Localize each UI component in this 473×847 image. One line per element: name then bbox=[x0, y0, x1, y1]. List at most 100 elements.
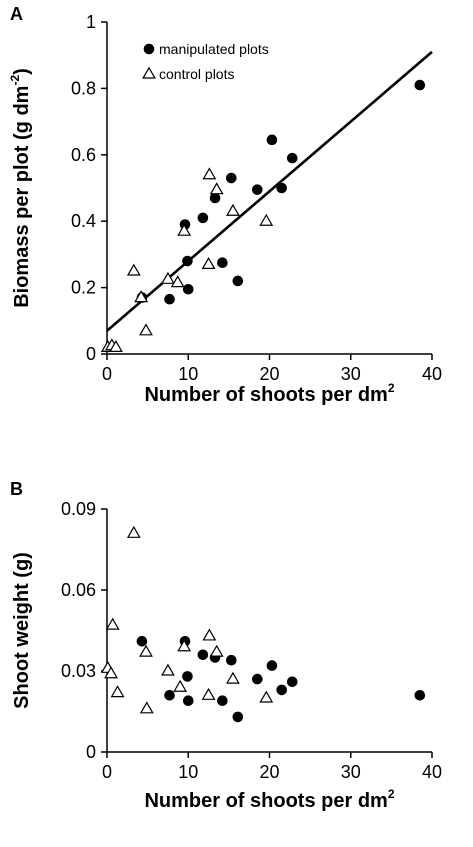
panel-a-point-control bbox=[202, 167, 217, 180]
panel-b-letter: B bbox=[10, 479, 23, 499]
panel-b-y-tick-label: 0 bbox=[86, 742, 96, 762]
panel-b-x-tick-label: 20 bbox=[259, 762, 279, 782]
panel-b-y-axis-title-main: Shoot weight (g) bbox=[11, 552, 33, 709]
panel-a-point-control bbox=[259, 213, 274, 226]
panel-a-point-manipulated bbox=[182, 255, 193, 267]
panel-a-point-manipulated bbox=[414, 79, 426, 91]
panel-a-point-manipulated bbox=[226, 172, 237, 184]
panel-a-point-control bbox=[201, 256, 216, 269]
panel-a-x-tick-label: 20 bbox=[259, 364, 279, 384]
panel-b-point-manipulated bbox=[164, 690, 175, 701]
panel-a-point-manipulated bbox=[182, 283, 194, 295]
panel-a-x-axis-title-main: Number of shoots per dm bbox=[144, 384, 387, 406]
panel-b-y-tick-label: 0.09 bbox=[61, 499, 96, 519]
panel-a-x-axis-title: Number of shoots per dm2 bbox=[144, 381, 394, 406]
panel-a-point-control bbox=[177, 223, 192, 236]
panel-b-point-manipulated bbox=[182, 671, 193, 682]
panel-b-point-control bbox=[104, 666, 118, 679]
panel-a-y-axis-title-sup: -2 bbox=[8, 75, 22, 86]
panel-b-point-control bbox=[201, 687, 216, 700]
panel-a-point-manipulated bbox=[164, 293, 175, 305]
panel-a-point-control bbox=[209, 182, 224, 195]
panel-b-point-manipulated bbox=[276, 684, 287, 696]
panel-b-point-manipulated bbox=[266, 660, 278, 671]
panel-b-y-axis-title: Shoot weight (g) bbox=[11, 552, 33, 709]
panel-a-point-control bbox=[126, 263, 141, 276]
panel-b-point-control bbox=[202, 628, 217, 641]
panel-b-point-control bbox=[161, 663, 175, 676]
panel-b-point-control bbox=[110, 685, 125, 698]
panel-a-letter: A bbox=[10, 4, 23, 24]
panel-b-point-manipulated bbox=[232, 711, 244, 723]
panel-a-point-control bbox=[134, 290, 149, 303]
panel-b-chart: B 0 0.03 0.06 0.09 0 10 20 30 40 Number of shoots … bbox=[10, 479, 442, 812]
panel-a-point-control bbox=[170, 275, 185, 288]
legend-label-control: control plots bbox=[159, 66, 234, 82]
panel-b-point-control bbox=[139, 644, 153, 657]
legend-marker-control bbox=[142, 66, 156, 79]
panel-b-point-manipulated bbox=[182, 695, 194, 706]
panel-a-point-manipulated bbox=[197, 212, 209, 224]
panel-a-point-control bbox=[109, 339, 123, 352]
panel-a-regression-line bbox=[106, 50, 433, 332]
panel-b-point-control bbox=[139, 701, 154, 714]
panel-a-point-manipulated bbox=[252, 184, 263, 195]
panel-a-y-tick-label: 0.6 bbox=[71, 145, 96, 165]
panel-b-point-manipulated bbox=[414, 690, 426, 701]
panel-a-point-manipulated bbox=[266, 134, 278, 146]
panel-b-y-tick-label: 0.06 bbox=[61, 580, 96, 600]
panel-b-point-control bbox=[173, 679, 188, 692]
panel-b-point-manipulated bbox=[197, 649, 209, 661]
panel-a-x-axis-title-sup: 2 bbox=[388, 381, 395, 395]
panel-a-legend: manipulated plots control plots bbox=[142, 41, 269, 82]
panel-a-point-control bbox=[139, 323, 153, 336]
panel-a-point-manipulated bbox=[276, 182, 287, 194]
panel-b-point-manipulated bbox=[226, 654, 237, 666]
panel-a-point-control bbox=[161, 271, 175, 284]
legend-label-manipulated: manipulated plots bbox=[159, 41, 269, 57]
panel-b-point-manipulated bbox=[217, 695, 228, 706]
panel-a-y-tick-label: 0.2 bbox=[71, 278, 96, 298]
panel-a-y-axis-title-end: ) bbox=[11, 68, 33, 75]
panel-a-point-manipulated bbox=[209, 192, 221, 204]
panel-b-series-control bbox=[100, 525, 274, 714]
panel-b-point-control bbox=[126, 525, 141, 538]
panel-a-y-axis-title: Biomass per plot (g dm-2) bbox=[8, 68, 33, 308]
panel-b-x-tick-label: 10 bbox=[178, 762, 198, 782]
panel-a-x-tick-label: 40 bbox=[422, 364, 442, 384]
panel-a-x-tick-label: 0 bbox=[102, 364, 112, 384]
panel-a-x-tick-label: 10 bbox=[178, 364, 198, 384]
panel-a-point-manipulated bbox=[232, 275, 244, 287]
panel-a-y-tick-label: 1 bbox=[86, 12, 96, 32]
panel-a-point-manipulated bbox=[217, 257, 228, 269]
panel-a-point-control bbox=[226, 203, 240, 216]
panel-b-point-manipulated bbox=[286, 676, 298, 688]
panel-b-point-control bbox=[259, 690, 274, 703]
panel-a-y-tick-label: 0.4 bbox=[71, 211, 96, 231]
panel-b-point-control bbox=[209, 644, 224, 657]
panel-b-point-control bbox=[177, 639, 192, 652]
panel-a-series-control bbox=[100, 167, 274, 352]
panel-b-x-tick-label: 40 bbox=[422, 762, 442, 782]
panel-b-x-axis-title-main: Number of shoots per dm bbox=[144, 790, 387, 812]
panel-b-x-tick-label: 0 bbox=[102, 762, 112, 782]
panel-b-y-tick-label: 0.03 bbox=[61, 661, 96, 681]
panel-b-point-control bbox=[226, 671, 240, 684]
panel-b-point-control bbox=[105, 617, 120, 630]
panel-b-x-axis-title-sup: 2 bbox=[388, 787, 395, 801]
panel-a-x-tick-label: 30 bbox=[341, 364, 361, 384]
panel-b-x-tick-label: 30 bbox=[341, 762, 361, 782]
panel-a-y-axis-title-main: Biomass per plot (g dm bbox=[11, 86, 33, 308]
panel-b-x-axis-title: Number of shoots per dm2 bbox=[144, 787, 394, 812]
panel-b-point-manipulated bbox=[136, 636, 148, 647]
legend-marker-manipulated bbox=[143, 43, 155, 55]
panel-a-y-tick-label: 0.8 bbox=[71, 78, 96, 98]
panel-b-point-manipulated bbox=[252, 673, 263, 685]
panel-a-y-tick-label: 0 bbox=[86, 344, 96, 364]
panel-b-series-manipulated bbox=[136, 636, 426, 723]
panel-a-point-manipulated bbox=[286, 152, 298, 164]
panel-a-series-manipulated bbox=[136, 79, 426, 305]
